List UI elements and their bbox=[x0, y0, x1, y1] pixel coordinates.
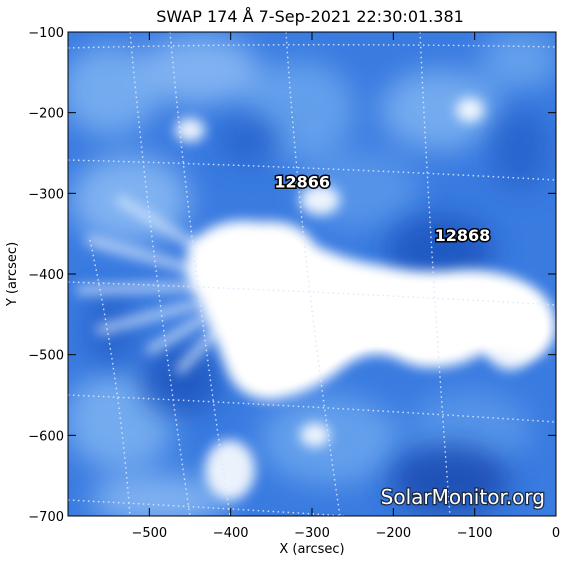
y-tick-label: −300 bbox=[28, 187, 64, 202]
y-tick-label: −500 bbox=[28, 349, 64, 364]
active-region-label: 12868 bbox=[435, 226, 491, 245]
y-tick-label: −700 bbox=[28, 510, 64, 525]
x-tick-label: −500 bbox=[131, 526, 167, 541]
active-region-labels: 12866 12868 bbox=[273, 171, 492, 246]
x-tick-label: −400 bbox=[213, 526, 249, 541]
y-axis-ticks: −100 −200 −300 −400 −500 −600 −700 bbox=[28, 26, 556, 525]
x-axis-label: X (arcsec) bbox=[279, 542, 344, 557]
y-tick-label: −100 bbox=[28, 26, 64, 41]
solar-euv-image bbox=[68, 32, 556, 516]
x-axis-ticks: −500 −400 −300 −200 −100 0 bbox=[131, 32, 560, 541]
x-tick-label: −100 bbox=[457, 526, 493, 541]
image-title: SWAP 174 Å 7-Sep-2021 22:30:01.381 bbox=[156, 7, 464, 26]
y-axis-label: Y (arcsec) bbox=[5, 242, 20, 307]
y-tick-label: −400 bbox=[28, 268, 64, 283]
y-tick-label: −600 bbox=[28, 429, 64, 444]
x-tick-label: 0 bbox=[552, 526, 560, 541]
solarmonitor-watermark: SolarMonitor.org bbox=[381, 485, 545, 509]
x-tick-label: −200 bbox=[375, 526, 411, 541]
active-region-label: 12866 bbox=[274, 173, 330, 192]
y-tick-label: −200 bbox=[28, 107, 64, 122]
x-tick-label: −300 bbox=[294, 526, 330, 541]
